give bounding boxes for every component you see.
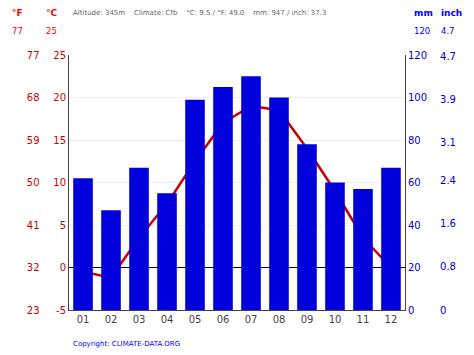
svg-text:02: 02 bbox=[105, 314, 118, 325]
svg-text:Copyright: CLIMATE-DATA.ORG: Copyright: CLIMATE-DATA.ORG bbox=[73, 340, 180, 348]
svg-text:°F: °F bbox=[12, 8, 23, 18]
svg-text:10: 10 bbox=[53, 177, 66, 188]
svg-text:20: 20 bbox=[408, 262, 421, 273]
svg-text:120: 120 bbox=[408, 50, 427, 61]
svg-text:08: 08 bbox=[273, 314, 286, 325]
svg-text:0: 0 bbox=[440, 305, 446, 316]
svg-text:4.7: 4.7 bbox=[441, 26, 455, 36]
svg-text:0: 0 bbox=[408, 305, 414, 316]
svg-text:100: 100 bbox=[408, 92, 427, 103]
svg-text:03: 03 bbox=[133, 314, 146, 325]
svg-text:07: 07 bbox=[245, 314, 258, 325]
svg-text:25: 25 bbox=[53, 50, 66, 61]
svg-text:120: 120 bbox=[414, 26, 430, 36]
svg-text:01: 01 bbox=[77, 314, 90, 325]
svg-text:32: 32 bbox=[27, 262, 40, 273]
svg-text:04: 04 bbox=[161, 314, 174, 325]
svg-text:60: 60 bbox=[408, 177, 421, 188]
svg-text:°C: °C bbox=[46, 8, 58, 18]
svg-text:11: 11 bbox=[357, 314, 370, 325]
svg-text:15: 15 bbox=[53, 135, 66, 146]
svg-text:68: 68 bbox=[27, 92, 40, 103]
svg-text:77: 77 bbox=[12, 26, 23, 36]
svg-text:77: 77 bbox=[27, 50, 40, 61]
svg-text:06: 06 bbox=[217, 314, 230, 325]
svg-text:0: 0 bbox=[60, 262, 66, 273]
svg-text:20: 20 bbox=[53, 92, 66, 103]
svg-text:59: 59 bbox=[27, 135, 40, 146]
svg-text:inch: inch bbox=[441, 8, 462, 18]
svg-text:2.4: 2.4 bbox=[440, 175, 456, 186]
svg-text:41: 41 bbox=[27, 220, 40, 231]
svg-text:3.1: 3.1 bbox=[440, 137, 456, 148]
svg-text:1.6: 1.6 bbox=[440, 218, 456, 229]
svg-text:3.9: 3.9 bbox=[440, 94, 456, 105]
svg-text:10: 10 bbox=[329, 314, 342, 325]
svg-text:09: 09 bbox=[301, 314, 314, 325]
svg-text:-5: -5 bbox=[56, 305, 66, 316]
svg-text:5: 5 bbox=[60, 220, 66, 231]
svg-text:4.7: 4.7 bbox=[440, 51, 456, 62]
svg-text:Altitude: 345m Climate: Cfb: Altitude: 345m Climate: Cfb °C: 9.5 / °F… bbox=[73, 9, 326, 17]
svg-text:mm: mm bbox=[414, 8, 433, 18]
svg-text:80: 80 bbox=[408, 135, 421, 146]
svg-text:0.8: 0.8 bbox=[440, 261, 456, 272]
svg-text:40: 40 bbox=[408, 220, 421, 231]
svg-text:25: 25 bbox=[46, 26, 57, 36]
svg-text:23: 23 bbox=[27, 305, 40, 316]
svg-text:50: 50 bbox=[27, 177, 40, 188]
svg-text:05: 05 bbox=[189, 314, 202, 325]
svg-text:12: 12 bbox=[385, 314, 398, 325]
